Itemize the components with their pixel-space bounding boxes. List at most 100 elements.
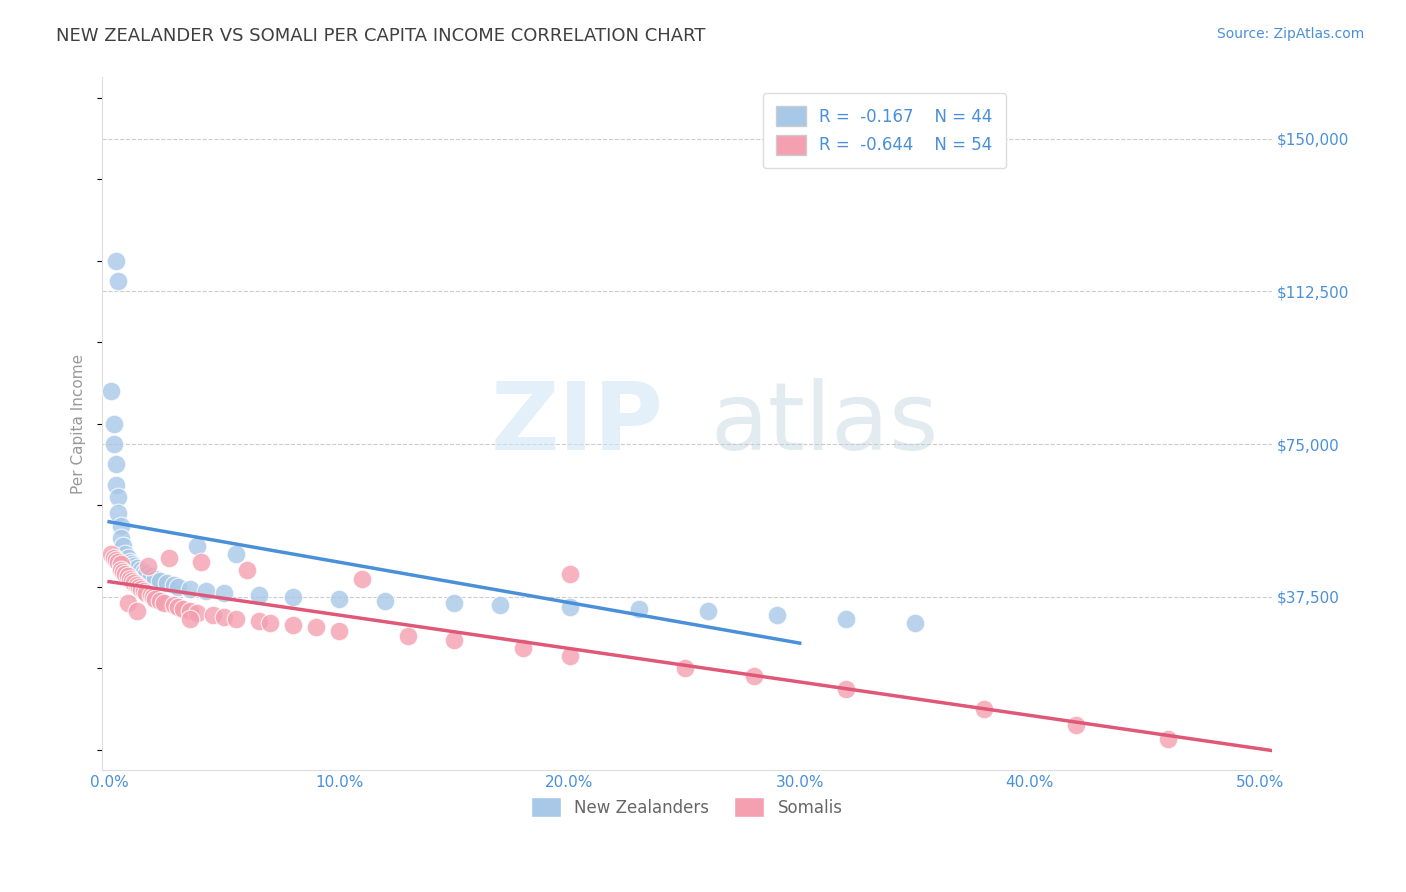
- Point: [143, 572, 166, 586]
- Point: [107, 555, 129, 569]
- Point: [110, 518, 132, 533]
- Point: [103, 437, 125, 451]
- Point: [105, 458, 128, 472]
- Point: [125, 604, 148, 618]
- Point: [100, 547, 122, 561]
- Point: [179, 582, 201, 596]
- Point: [558, 600, 581, 615]
- Point: [283, 590, 305, 604]
- Point: [100, 384, 122, 398]
- Text: NEW ZEALANDER VS SOMALI PER CAPITA INCOME CORRELATION CHART: NEW ZEALANDER VS SOMALI PER CAPITA INCOM…: [56, 27, 706, 45]
- Point: [110, 531, 132, 545]
- Point: [328, 591, 350, 606]
- Point: [135, 586, 157, 600]
- Point: [117, 551, 139, 566]
- Point: [107, 274, 129, 288]
- Point: [190, 555, 212, 569]
- Point: [121, 574, 143, 588]
- Point: [142, 590, 165, 604]
- Point: [139, 569, 162, 583]
- Point: [247, 588, 270, 602]
- Point: [121, 558, 143, 572]
- Point: [225, 547, 247, 561]
- Point: [835, 612, 858, 626]
- Point: [103, 417, 125, 431]
- Point: [179, 612, 201, 626]
- Point: [149, 574, 172, 588]
- Y-axis label: Per Capita Income: Per Capita Income: [72, 353, 86, 494]
- Point: [512, 640, 534, 655]
- Point: [114, 547, 136, 561]
- Point: [167, 580, 190, 594]
- Point: [225, 612, 247, 626]
- Point: [118, 572, 141, 586]
- Text: atlas: atlas: [710, 377, 939, 470]
- Text: Source: ZipAtlas.com: Source: ZipAtlas.com: [1216, 27, 1364, 41]
- Point: [259, 616, 281, 631]
- Point: [135, 567, 157, 582]
- Point: [194, 583, 217, 598]
- Point: [443, 632, 465, 647]
- Point: [110, 563, 132, 577]
- Point: [162, 598, 184, 612]
- Point: [131, 563, 153, 577]
- Point: [835, 681, 858, 696]
- Point: [124, 575, 146, 590]
- Point: [103, 551, 125, 566]
- Point: [132, 583, 155, 598]
- Point: [212, 586, 235, 600]
- Point: [1157, 732, 1180, 747]
- Point: [247, 615, 270, 629]
- Point: [105, 553, 128, 567]
- Point: [132, 566, 155, 580]
- Point: [742, 669, 765, 683]
- Point: [328, 624, 350, 639]
- Point: [489, 598, 512, 612]
- Point: [696, 604, 718, 618]
- Point: [139, 588, 162, 602]
- Point: [186, 606, 208, 620]
- Point: [149, 594, 172, 608]
- Point: [111, 539, 134, 553]
- Point: [107, 506, 129, 520]
- Point: [118, 555, 141, 569]
- Point: [904, 616, 927, 631]
- Point: [124, 559, 146, 574]
- Point: [125, 577, 148, 591]
- Legend: New Zealanders, Somalis: New Zealanders, Somalis: [524, 790, 849, 824]
- Point: [558, 567, 581, 582]
- Text: ZIP: ZIP: [491, 377, 664, 470]
- Point: [136, 559, 159, 574]
- Point: [156, 575, 179, 590]
- Point: [114, 567, 136, 582]
- Point: [111, 566, 134, 580]
- Point: [396, 629, 419, 643]
- Point: [131, 582, 153, 596]
- Point: [117, 596, 139, 610]
- Point: [162, 577, 184, 591]
- Point: [110, 558, 132, 572]
- Point: [128, 580, 150, 594]
- Point: [179, 604, 201, 618]
- Point: [673, 661, 696, 675]
- Point: [374, 594, 396, 608]
- Point: [167, 600, 190, 615]
- Point: [143, 591, 166, 606]
- Point: [283, 618, 305, 632]
- Point: [125, 561, 148, 575]
- Point: [201, 608, 224, 623]
- Point: [352, 572, 374, 586]
- Point: [105, 478, 128, 492]
- Point: [107, 490, 129, 504]
- Point: [105, 253, 128, 268]
- Point: [117, 569, 139, 583]
- Point: [1064, 718, 1087, 732]
- Point: [627, 602, 650, 616]
- Point: [212, 610, 235, 624]
- Point: [236, 563, 259, 577]
- Point: [973, 702, 995, 716]
- Point: [153, 596, 176, 610]
- Point: [443, 596, 465, 610]
- Point: [765, 608, 787, 623]
- Point: [186, 539, 208, 553]
